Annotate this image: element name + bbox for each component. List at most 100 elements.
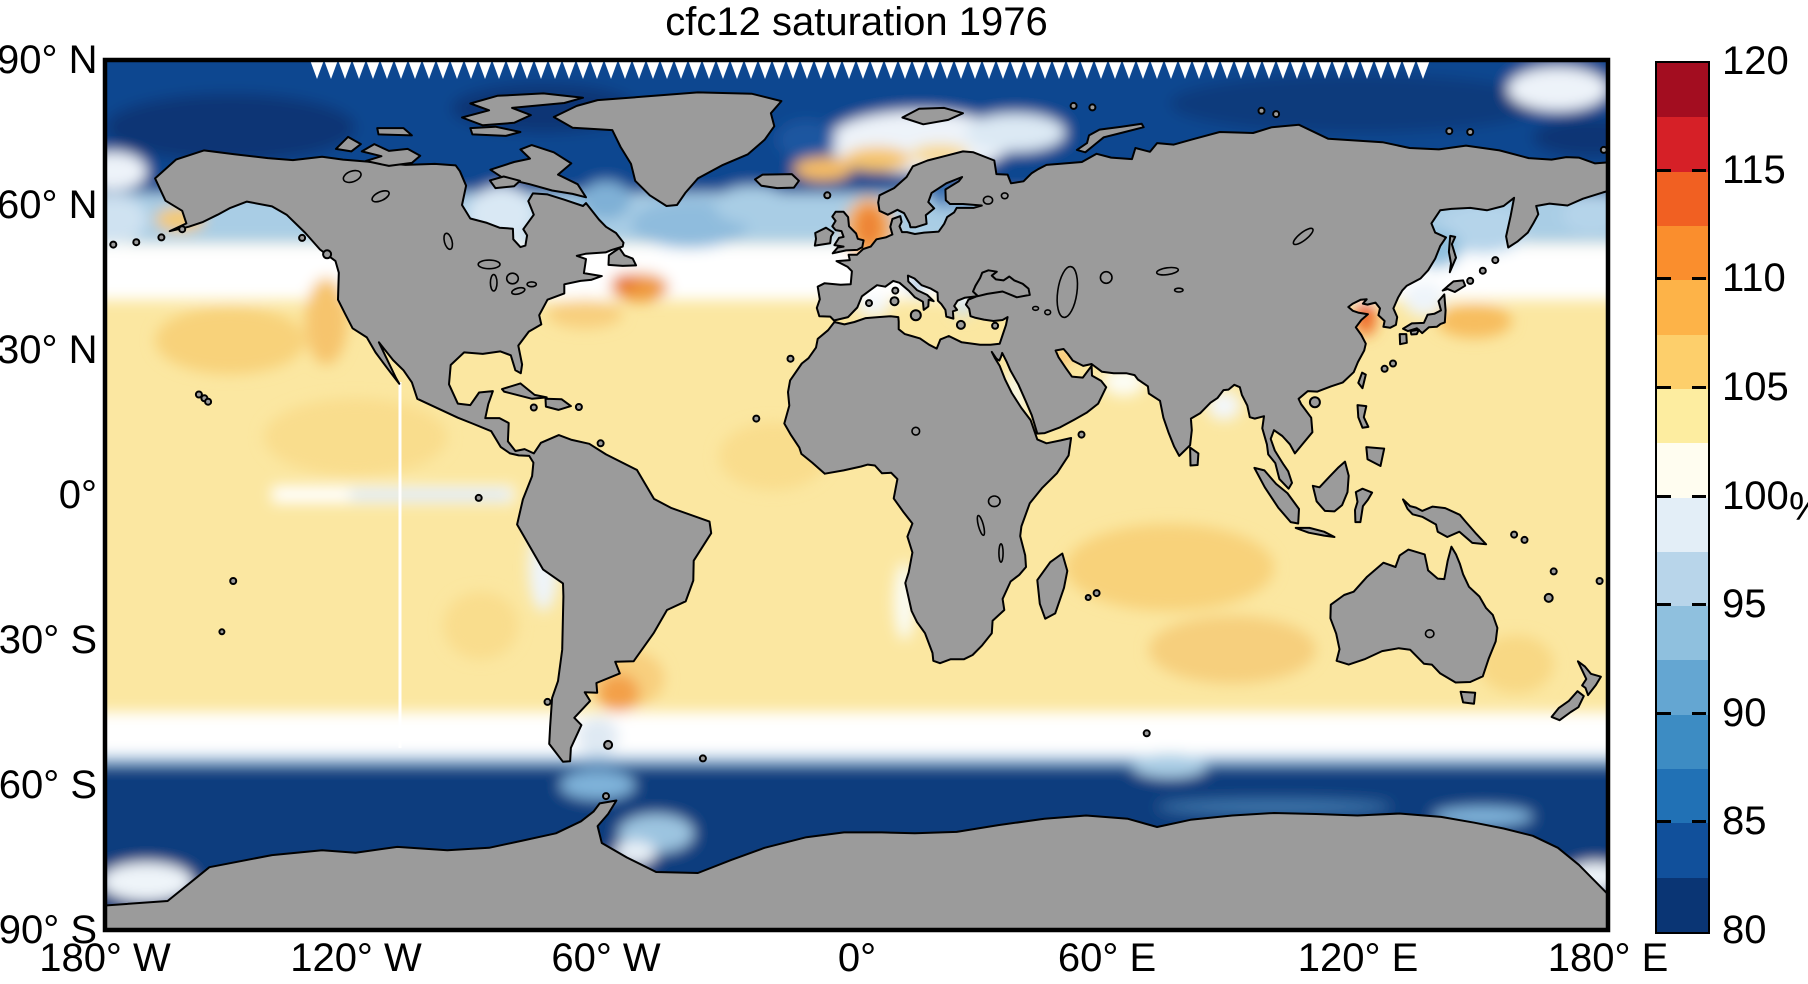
colorbar-segment bbox=[1657, 280, 1708, 335]
island bbox=[607, 247, 638, 267]
small-island bbox=[955, 319, 966, 330]
colorbar-segment bbox=[1657, 823, 1708, 878]
landmass-americas bbox=[154, 149, 713, 763]
island bbox=[1365, 446, 1386, 467]
colorbar-segment bbox=[1657, 117, 1708, 172]
colorbar-segment bbox=[1657, 63, 1708, 118]
colorbar-tick-label: 85 bbox=[1722, 799, 1767, 843]
small-island bbox=[529, 403, 538, 412]
island bbox=[1357, 371, 1367, 390]
island bbox=[1354, 487, 1374, 524]
colorbar-tick bbox=[1657, 277, 1671, 280]
y-tick-label: 30° N bbox=[0, 328, 98, 372]
colorbar-tick-label: 90 bbox=[1722, 691, 1767, 735]
small-island bbox=[1272, 110, 1281, 119]
colorbar-segment bbox=[1657, 388, 1708, 444]
colorbar-segment bbox=[1657, 334, 1708, 389]
colorbar-tick bbox=[1657, 169, 1671, 172]
island bbox=[376, 127, 413, 137]
small-island bbox=[1466, 276, 1475, 285]
small-island bbox=[865, 299, 873, 308]
colorbar-tick bbox=[1692, 495, 1706, 498]
island bbox=[1459, 690, 1477, 705]
colorbar-segment bbox=[1657, 714, 1708, 770]
small-island bbox=[474, 493, 483, 502]
island bbox=[1441, 279, 1467, 293]
colorbar-tick-label: 100 bbox=[1722, 474, 1789, 518]
lake bbox=[477, 259, 501, 270]
colorbar-tick-label: 80 bbox=[1722, 908, 1767, 952]
lake bbox=[1000, 192, 1009, 200]
island bbox=[1398, 333, 1408, 346]
x-tick-label: 120° E bbox=[1297, 936, 1419, 980]
map-area bbox=[105, 60, 1608, 930]
colorbar-segment bbox=[1657, 606, 1708, 661]
x-tick-label: 120° W bbox=[290, 936, 422, 980]
island bbox=[489, 144, 587, 199]
lake bbox=[1424, 628, 1435, 639]
small-island bbox=[543, 697, 552, 706]
island bbox=[1409, 328, 1420, 336]
colorbar-segment bbox=[1657, 551, 1708, 607]
lake bbox=[1099, 270, 1113, 285]
small-island bbox=[1069, 101, 1078, 110]
landmass-greenland bbox=[552, 91, 783, 207]
colorbar bbox=[1655, 61, 1710, 934]
small-island bbox=[1510, 530, 1519, 539]
colorbar-segment bbox=[1657, 769, 1708, 824]
colorbar-tick bbox=[1657, 495, 1671, 498]
y-tick-label: 90° S bbox=[0, 908, 97, 952]
small-island bbox=[194, 390, 203, 399]
small-island bbox=[1257, 106, 1266, 115]
island bbox=[544, 397, 572, 411]
y-tick-label: 60° N bbox=[0, 183, 98, 227]
map-frame bbox=[102, 57, 1611, 933]
small-island bbox=[1380, 364, 1389, 373]
island bbox=[1356, 404, 1370, 429]
island bbox=[813, 226, 835, 247]
landmass-antarctica bbox=[105, 799, 1608, 930]
lake bbox=[342, 169, 362, 184]
colorbar-segment bbox=[1657, 443, 1708, 498]
data-seam-line bbox=[398, 382, 402, 748]
lake bbox=[911, 426, 921, 436]
small-island bbox=[1543, 592, 1554, 603]
island bbox=[488, 175, 521, 190]
lake bbox=[510, 286, 526, 296]
y-tick-label: 90° N bbox=[0, 38, 98, 82]
landmasses bbox=[105, 91, 1608, 930]
colorbar-tick bbox=[1692, 603, 1706, 606]
lake bbox=[1292, 227, 1314, 246]
small-island bbox=[1595, 577, 1604, 585]
colorbar-tick bbox=[1692, 277, 1706, 280]
lake bbox=[976, 514, 986, 537]
lake bbox=[1155, 266, 1180, 276]
colorbar-tick bbox=[1657, 820, 1671, 823]
y-tick-label: 60° S bbox=[0, 763, 97, 807]
x-tick-label: 60° W bbox=[551, 936, 661, 980]
lake bbox=[371, 189, 390, 203]
island bbox=[1294, 526, 1336, 538]
island bbox=[1576, 660, 1602, 697]
colorbar-segment bbox=[1657, 171, 1708, 226]
plot-title: cfc12 saturation 1976 bbox=[665, 0, 1048, 44]
colorbar-tick bbox=[1692, 820, 1706, 823]
island bbox=[1329, 545, 1499, 684]
island bbox=[1402, 498, 1488, 546]
small-island bbox=[1549, 567, 1558, 576]
lake bbox=[1031, 305, 1040, 312]
lake bbox=[489, 273, 498, 292]
colorbar-segment bbox=[1657, 660, 1708, 715]
x-tick-label: 180° W bbox=[39, 936, 171, 980]
small-island bbox=[229, 577, 238, 585]
small-island bbox=[1491, 256, 1500, 265]
colorbar-tick-label: 95 bbox=[1722, 582, 1767, 626]
small-island bbox=[322, 249, 333, 260]
island bbox=[1402, 293, 1447, 335]
small-island bbox=[1077, 430, 1086, 439]
small-island bbox=[752, 414, 761, 423]
small-island bbox=[1445, 127, 1454, 136]
